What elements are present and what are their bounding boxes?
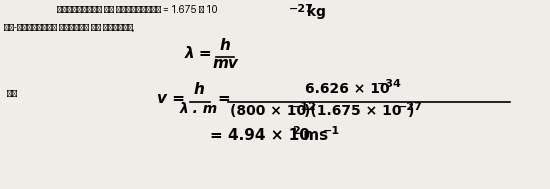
Text: = 4.94 × 10: = 4.94 × 10 xyxy=(210,128,310,143)
Text: kg: kg xyxy=(302,5,326,19)
Text: −1: −1 xyxy=(323,126,340,136)
Text: =: = xyxy=(217,91,230,106)
Text: 2: 2 xyxy=(292,126,300,136)
Text: )(1.675 × 10: )(1.675 × 10 xyxy=(304,104,402,118)
Text: −34: −34 xyxy=(377,79,402,89)
Text: ): ) xyxy=(408,104,414,118)
Text: h: h xyxy=(219,38,230,53)
Text: (800 × 10: (800 × 10 xyxy=(230,104,306,118)
Text: −27: −27 xyxy=(398,102,423,112)
Text: 6.626 × 10: 6.626 × 10 xyxy=(305,82,389,96)
Text: −12: −12 xyxy=(292,102,317,112)
Text: λ =: λ = xyxy=(185,46,213,61)
Text: ms: ms xyxy=(298,128,328,143)
Text: h: h xyxy=(194,82,205,97)
Text: mv: mv xyxy=(212,56,238,71)
Text: v =: v = xyxy=(157,91,185,106)
Text: −27: −27 xyxy=(289,4,314,14)
Text: λ . m: λ . m xyxy=(180,102,218,116)
